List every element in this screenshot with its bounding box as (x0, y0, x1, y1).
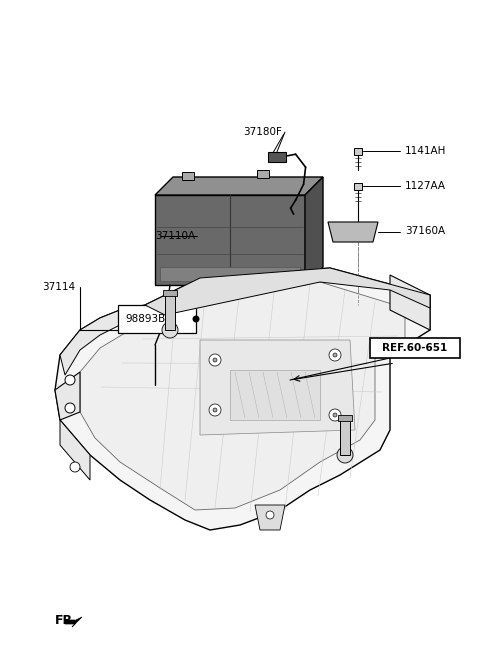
Bar (160, 267, 300, 281)
Circle shape (65, 403, 75, 413)
Polygon shape (230, 370, 320, 420)
Text: 37110A: 37110A (155, 231, 195, 241)
Circle shape (337, 447, 353, 463)
Polygon shape (328, 222, 378, 242)
Circle shape (266, 511, 274, 519)
Text: 1141AH: 1141AH (405, 146, 446, 156)
Polygon shape (65, 617, 82, 627)
Circle shape (209, 354, 221, 366)
Text: FR.: FR. (55, 614, 78, 627)
Circle shape (329, 409, 341, 421)
Bar (257, 170, 269, 178)
Polygon shape (155, 195, 305, 285)
Polygon shape (55, 372, 80, 420)
Polygon shape (55, 268, 430, 530)
Polygon shape (390, 275, 430, 330)
Polygon shape (145, 268, 430, 315)
Polygon shape (60, 420, 90, 480)
Circle shape (193, 316, 199, 322)
Circle shape (162, 322, 178, 338)
Polygon shape (305, 177, 323, 285)
Text: 37160A: 37160A (405, 226, 445, 236)
Bar (354, 148, 362, 155)
Text: 1127AA: 1127AA (405, 181, 446, 191)
Circle shape (213, 358, 217, 362)
Circle shape (329, 349, 341, 361)
Polygon shape (155, 177, 323, 195)
Circle shape (333, 353, 337, 357)
Bar (340, 420, 350, 455)
Circle shape (333, 413, 337, 417)
Bar (165, 295, 175, 330)
Bar (163, 290, 177, 296)
Text: REF.60-651: REF.60-651 (383, 343, 448, 353)
Polygon shape (60, 310, 120, 375)
Text: 98893B: 98893B (125, 314, 165, 324)
Bar (354, 183, 362, 190)
Bar (182, 172, 194, 180)
Circle shape (65, 375, 75, 385)
Bar (338, 415, 352, 421)
Text: 37180F: 37180F (243, 127, 282, 137)
Polygon shape (255, 505, 285, 530)
Bar (268, 152, 286, 162)
Bar (118, 305, 196, 333)
Circle shape (209, 404, 221, 416)
Circle shape (70, 462, 80, 472)
Text: 37114: 37114 (42, 282, 75, 292)
Polygon shape (80, 282, 405, 510)
Bar (370, 338, 460, 358)
Circle shape (213, 408, 217, 412)
Polygon shape (200, 340, 355, 435)
